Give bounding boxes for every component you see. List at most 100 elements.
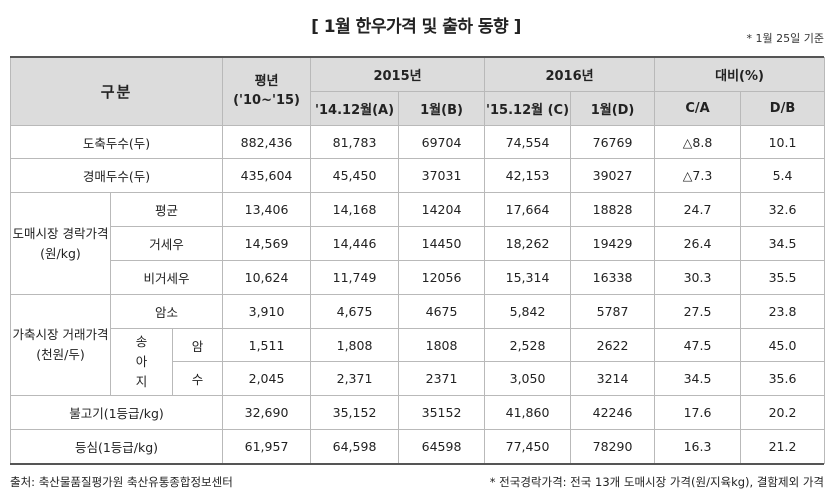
table-row: 도축두수(두) 882,436 81,783 69704 74,554 7676… <box>9 124 826 160</box>
cell: 16.3 <box>654 429 742 464</box>
header-jan-2015: 1월(B) <box>398 90 486 126</box>
cell: 21.2 <box>740 429 826 464</box>
row-label: 암 <box>171 327 224 363</box>
cell: 3,910 <box>222 293 312 329</box>
cell: 34.5 <box>740 226 826 261</box>
cell: 69704 <box>398 124 486 160</box>
price-definition-note: * 전국경락가격: 전국 13개 도매시장 가격(원/지육kg), 결함제외 가… <box>489 475 824 489</box>
cell: △8.8 <box>654 124 742 160</box>
cell: 14450 <box>398 226 486 261</box>
table-row: 송아지 암 1,511 1,808 1808 2,528 2622 47.5 4… <box>11 327 826 397</box>
cell: 34.5 <box>654 361 742 397</box>
row-label: 암소 <box>109 293 224 329</box>
source-note: 출처: 축산물품질평가원 축산유통종합정보센터 <box>10 475 233 489</box>
cell: 4675 <box>398 293 486 329</box>
cell: 19429 <box>570 226 656 261</box>
cell: 24.7 <box>654 192 742 228</box>
wholesale-group-label: 도매시장 경락가격 (원/kg) <box>10 192 111 295</box>
cell: 11,749 <box>310 259 400 295</box>
header-2016: 2016년 <box>484 57 656 92</box>
row-label: 비거세우 <box>109 259 224 295</box>
header-dec-2015: '15.12월 (C) <box>484 90 572 126</box>
cell: 2371 <box>398 361 486 397</box>
table-row: 수 2,045 2,371 2371 3,050 3214 34.5 35.6 <box>11 361 826 397</box>
row-label: 수 <box>171 361 224 397</box>
header-category: 구분 <box>9 57 224 126</box>
cell: 435,604 <box>222 158 312 194</box>
cell: 45.0 <box>740 327 826 363</box>
header-ratio: 대비(%) <box>654 57 826 92</box>
hanwoo-price-table: 구분 평년 ('10~'15) 2015년 2016년 대비(%) '14.12… <box>9 57 826 464</box>
reference-date-note: * 1월 25일 기준 <box>746 32 824 45</box>
calf-group-label: 송아지 <box>110 327 173 397</box>
cell: 32.6 <box>740 192 826 228</box>
cell: 15,314 <box>484 259 572 295</box>
cell: 32,690 <box>222 395 312 431</box>
cell: 35.5 <box>740 259 826 295</box>
row-label: 도축두수(두) <box>9 124 224 160</box>
header-average: 평년 ('10~'15) <box>222 57 312 126</box>
cell: 882,436 <box>222 124 312 160</box>
cell: 2622 <box>570 327 656 363</box>
cell: 17.6 <box>654 395 742 431</box>
cell: 18,262 <box>484 226 572 261</box>
header-ratio-db: D/B <box>740 90 826 126</box>
row-label: 거세우 <box>109 226 224 261</box>
cell: 37031 <box>398 158 486 194</box>
header-dec-2014: '14.12월(A) <box>310 90 400 126</box>
cell: 3214 <box>570 361 656 397</box>
cell: 5.4 <box>740 158 826 194</box>
cell: 35.6 <box>740 361 826 397</box>
header-ratio-ca: C/A <box>654 90 742 126</box>
header-2015: 2015년 <box>310 57 486 92</box>
cell: 18828 <box>570 192 656 228</box>
cell: 10,624 <box>222 259 312 295</box>
cell: 35,152 <box>310 395 400 431</box>
cell: 3,050 <box>484 361 572 397</box>
table-row: 등심(1등급/kg) 61,957 64,598 64598 77,450 78… <box>9 429 826 464</box>
table-top-rule <box>10 56 824 58</box>
cell: 1,808 <box>310 327 400 363</box>
cell: 26.4 <box>654 226 742 261</box>
cell: 81,783 <box>310 124 400 160</box>
cell: 14,168 <box>310 192 400 228</box>
cell: 64,598 <box>310 429 400 464</box>
row-label: 경매두수(두) <box>9 158 224 194</box>
cell: 35152 <box>398 395 486 431</box>
table-row: 비거세우 10,624 11,749 12056 15,314 16338 30… <box>11 259 826 295</box>
cell: 5787 <box>570 293 656 329</box>
cell: 2,371 <box>310 361 400 397</box>
cell: 39027 <box>570 158 656 194</box>
cell: 27.5 <box>654 293 742 329</box>
cell: 5,842 <box>484 293 572 329</box>
table-row: 불고기(1등급/kg) 32,690 35,152 35152 41,860 4… <box>9 395 826 431</box>
cell: 16338 <box>570 259 656 295</box>
cell: 20.2 <box>740 395 826 431</box>
cell: 2,045 <box>222 361 312 397</box>
cell: 17,664 <box>484 192 572 228</box>
livestock-group-label: 가축시장 거래가격 (천원/두) <box>10 293 111 397</box>
row-label: 평균 <box>109 192 224 228</box>
cell: 2,528 <box>484 327 572 363</box>
cell: 47.5 <box>654 327 742 363</box>
cell: 41,860 <box>484 395 572 431</box>
table-row: 가축시장 거래가격 (천원/두) 암소 3,910 4,675 4675 5,8… <box>10 293 826 397</box>
page-title: [ 1월 한우가격 및 출하 동향 ] <box>311 17 521 37</box>
cell: 30.3 <box>654 259 742 295</box>
row-label: 등심(1등급/kg) <box>9 429 224 464</box>
cell: 1,511 <box>222 327 312 363</box>
cell: 77,450 <box>484 429 572 464</box>
cell: 12056 <box>398 259 486 295</box>
cell: 64598 <box>398 429 486 464</box>
cell: 42,153 <box>484 158 572 194</box>
cell: 14204 <box>398 192 486 228</box>
cell: 42246 <box>570 395 656 431</box>
cell: 14,446 <box>310 226 400 261</box>
cell: 13,406 <box>222 192 312 228</box>
table-row: 경매두수(두) 435,604 45,450 37031 42,153 3902… <box>9 158 826 194</box>
cell: 14,569 <box>222 226 312 261</box>
cell: △7.3 <box>654 158 742 194</box>
cell: 4,675 <box>310 293 400 329</box>
cell: 74,554 <box>484 124 572 160</box>
table-row: 거세우 14,569 14,446 14450 18,262 19429 26.… <box>11 226 826 261</box>
